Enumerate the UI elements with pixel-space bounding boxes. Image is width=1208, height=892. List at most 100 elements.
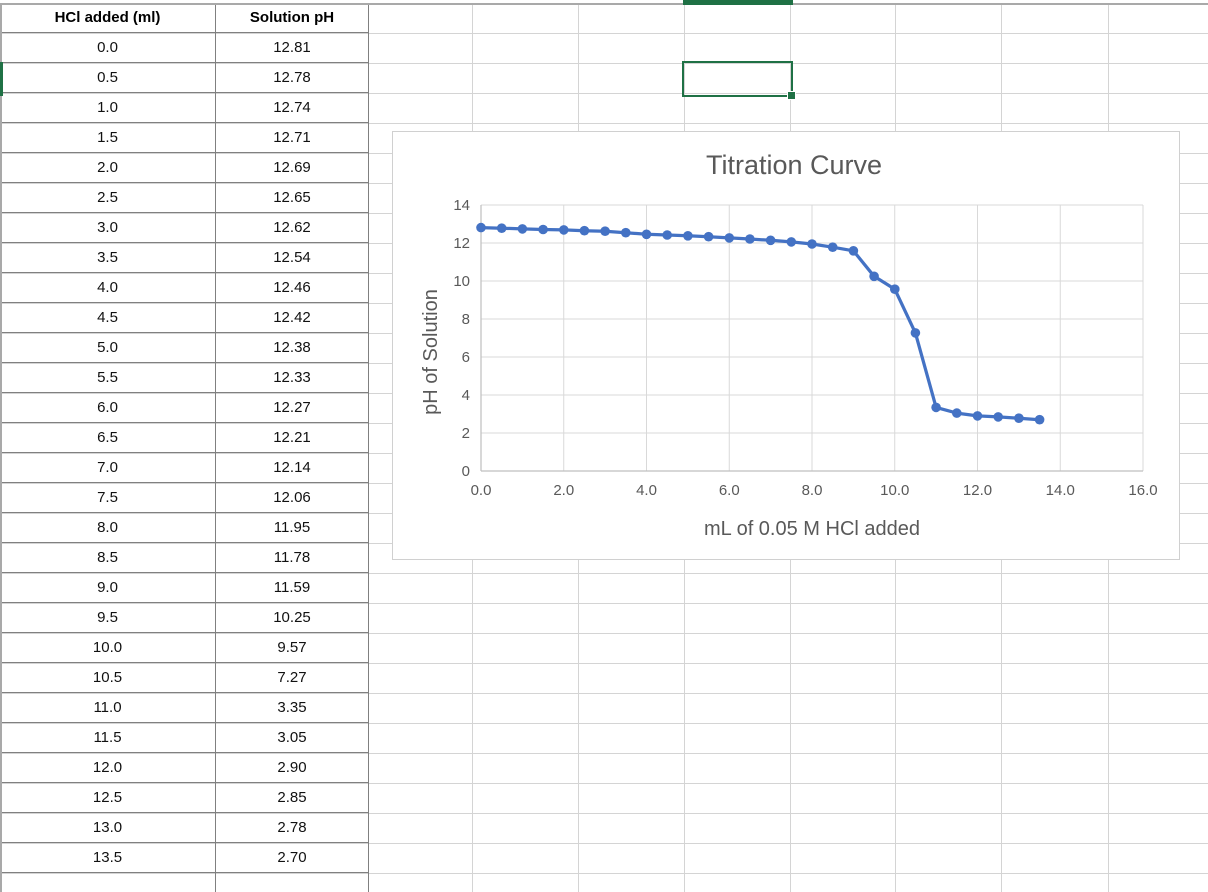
cell-solution-ph[interactable]: 12.62 — [216, 213, 369, 242]
cell-solution-ph[interactable]: 12.21 — [216, 423, 369, 452]
cell-hcl-added[interactable]: 13.5 — [0, 843, 216, 872]
y-axis-title[interactable]: pH of Solution — [420, 289, 442, 415]
cell-solution-ph[interactable]: 2.90 — [216, 753, 369, 782]
fill-handle[interactable] — [787, 91, 796, 100]
cell-solution-ph[interactable]: 12.42 — [216, 303, 369, 332]
data-point-marker[interactable] — [683, 231, 693, 241]
cell-solution-ph[interactable]: 12.71 — [216, 123, 369, 152]
data-point-marker[interactable] — [848, 246, 859, 256]
data-point-marker[interactable] — [993, 412, 1003, 422]
gridline — [0, 693, 1208, 694]
data-point-marker[interactable] — [662, 230, 672, 240]
cell-hcl-added[interactable]: 12.0 — [0, 753, 216, 782]
cell-solution-ph[interactable]: 11.78 — [216, 543, 369, 572]
cell-solution-ph[interactable]: 12.38 — [216, 333, 369, 362]
series-line[interactable] — [479, 225, 1042, 422]
data-point-marker[interactable] — [765, 235, 776, 246]
cell-hcl-added[interactable]: 1.5 — [0, 123, 216, 152]
data-point-marker[interactable] — [786, 237, 797, 247]
chart-series[interactable] — [476, 222, 1045, 425]
chart-titration-curve[interactable]: 0 2 4 6 8 10 12 14 0.0 2.0 4.0 6.0 8.0 10.0 12.0 14.0 16… — [392, 131, 1180, 560]
cell-solution-ph[interactable]: 2.70 — [216, 843, 369, 872]
chart-title[interactable]: Titration Curve — [706, 150, 882, 180]
cell-hcl-added[interactable]: 1.0 — [0, 93, 216, 122]
column-header-solution-ph[interactable]: Solution pH — [216, 3, 369, 32]
cell-solution-ph[interactable]: 12.33 — [216, 363, 369, 392]
cell-hcl-added[interactable]: 0.5 — [0, 63, 216, 92]
cell-hcl-added[interactable]: 8.5 — [0, 543, 216, 572]
cell-hcl-added[interactable]: 10.0 — [0, 633, 216, 662]
data-point-marker[interactable] — [952, 408, 962, 418]
cell-hcl-added[interactable]: 13.0 — [0, 813, 216, 842]
cell-solution-ph[interactable]: 12.78 — [216, 63, 369, 92]
data-point-marker[interactable] — [745, 234, 755, 244]
cell-solution-ph[interactable]: 12.65 — [216, 183, 369, 212]
cell-hcl-added[interactable]: 2.0 — [0, 153, 216, 182]
data-point-marker[interactable] — [538, 224, 548, 235]
cell-hcl-added[interactable]: 4.0 — [0, 273, 216, 302]
data-point-marker[interactable] — [724, 233, 735, 243]
cell-hcl-added[interactable]: 8.0 — [0, 513, 216, 542]
cell-solution-ph[interactable]: 3.35 — [216, 693, 369, 722]
cell-solution-ph[interactable]: 12.74 — [216, 93, 369, 122]
cell-hcl-added[interactable]: 7.0 — [0, 453, 216, 482]
table-row: 13.5 2.70 — [0, 843, 369, 873]
cell-solution-ph[interactable]: 12.69 — [216, 153, 369, 182]
data-point-marker[interactable] — [972, 411, 983, 421]
y-tick-label: 14 — [453, 197, 470, 214]
data-table[interactable]: HCl added (ml) Solution pH 0.0 12.81 0.5 12… — [0, 3, 369, 892]
cell-hcl-added[interactable]: 0.0 — [0, 33, 216, 62]
cell-hcl-added[interactable]: 3.0 — [0, 213, 216, 242]
data-point-marker[interactable] — [1034, 414, 1045, 425]
cell-solution-ph[interactable]: 7.27 — [216, 663, 369, 692]
data-point-marker[interactable] — [621, 227, 631, 238]
data-point-marker[interactable] — [600, 226, 610, 236]
x-axis-title[interactable]: mL of 0.05 M HCl added — [704, 518, 920, 540]
data-point-marker[interactable] — [827, 242, 838, 252]
cell-solution-ph[interactable]: 12.46 — [216, 273, 369, 302]
column-header-hcl-added[interactable]: HCl added (ml) — [0, 3, 216, 32]
cell-hcl-added[interactable]: 9.0 — [0, 573, 216, 602]
cell-hcl-added[interactable]: 11.5 — [0, 723, 216, 752]
data-point-marker[interactable] — [517, 224, 528, 234]
cell-hcl-added[interactable]: 11.0 — [0, 693, 216, 722]
cell-hcl-added[interactable]: 3.5 — [0, 243, 216, 272]
cell-solution-ph[interactable]: 12.14 — [216, 453, 369, 482]
cell-solution-ph[interactable]: 12.27 — [216, 393, 369, 422]
cell-empty[interactable] — [0, 873, 216, 892]
cell-hcl-added[interactable]: 4.5 — [0, 303, 216, 332]
data-point-marker[interactable] — [579, 225, 590, 236]
cell-hcl-added[interactable]: 6.5 — [0, 423, 216, 452]
data-point-marker[interactable] — [496, 223, 507, 233]
data-point-marker[interactable] — [890, 284, 900, 294]
cell-solution-ph[interactable]: 2.78 — [216, 813, 369, 842]
cell-empty[interactable] — [216, 873, 369, 892]
cell-hcl-added[interactable]: 5.5 — [0, 363, 216, 392]
data-point-marker[interactable] — [807, 239, 817, 249]
cell-hcl-added[interactable]: 7.5 — [0, 483, 216, 512]
selected-cell-outline[interactable] — [682, 61, 793, 97]
data-point-marker[interactable] — [641, 229, 652, 240]
cell-hcl-added[interactable]: 12.5 — [0, 783, 216, 812]
cell-hcl-added[interactable]: 2.5 — [0, 183, 216, 212]
data-point-marker[interactable] — [703, 231, 714, 242]
cell-hcl-added[interactable]: 9.5 — [0, 603, 216, 632]
data-point-marker[interactable] — [931, 402, 941, 413]
cell-hcl-added[interactable]: 5.0 — [0, 333, 216, 362]
cell-hcl-added[interactable]: 10.5 — [0, 663, 216, 692]
cell-solution-ph[interactable]: 9.57 — [216, 633, 369, 662]
data-point-marker[interactable] — [476, 222, 486, 233]
cell-hcl-added[interactable]: 6.0 — [0, 393, 216, 422]
data-point-marker[interactable] — [869, 271, 879, 282]
cell-solution-ph[interactable]: 10.25 — [216, 603, 369, 632]
data-point-marker[interactable] — [910, 328, 921, 338]
data-point-marker[interactable] — [1014, 413, 1024, 424]
cell-solution-ph[interactable]: 12.54 — [216, 243, 369, 272]
cell-solution-ph[interactable]: 11.59 — [216, 573, 369, 602]
cell-solution-ph[interactable]: 11.95 — [216, 513, 369, 542]
cell-solution-ph[interactable]: 12.81 — [216, 33, 369, 62]
cell-solution-ph[interactable]: 2.85 — [216, 783, 369, 812]
cell-solution-ph[interactable]: 12.06 — [216, 483, 369, 512]
data-point-marker[interactable] — [559, 225, 569, 235]
cell-solution-ph[interactable]: 3.05 — [216, 723, 369, 752]
